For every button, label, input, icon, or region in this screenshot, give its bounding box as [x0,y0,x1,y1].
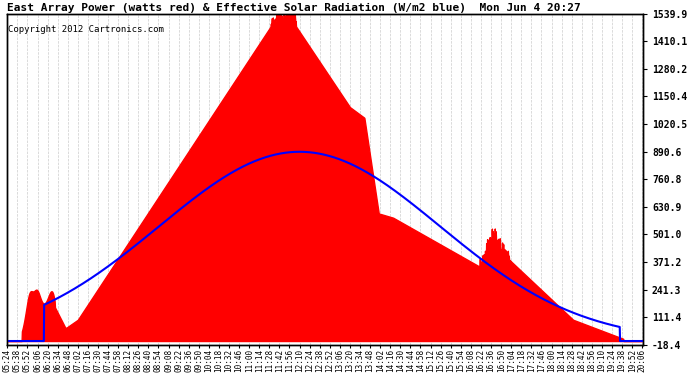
Text: East Array Power (watts red) & Effective Solar Radiation (W/m2 blue)  Mon Jun 4 : East Array Power (watts red) & Effective… [8,3,581,13]
Text: Copyright 2012 Cartronics.com: Copyright 2012 Cartronics.com [8,25,164,34]
